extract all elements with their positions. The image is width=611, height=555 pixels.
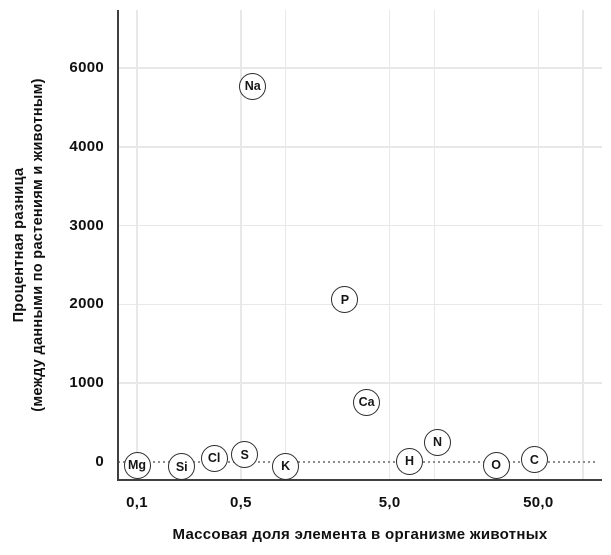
gridline-vertical (284, 10, 287, 479)
x-tick-label: 0,5 (230, 494, 252, 511)
y-tick-label: 6000 (69, 59, 104, 76)
data-point-p: P (331, 286, 359, 314)
data-point-s: S (231, 441, 259, 469)
data-point-ca: Ca (353, 388, 381, 416)
y-tick-label: 3000 (69, 216, 104, 234)
data-point-si: Si (168, 453, 196, 481)
element-label: Ca (358, 395, 375, 410)
gridline-horizontal (118, 67, 602, 69)
y-axis-title-line2: (между данными по растениям и животным) (30, 78, 46, 412)
y-tick-label: 0 (95, 453, 104, 470)
gridline-vertical (582, 10, 584, 479)
x-axis-line (116, 478, 602, 481)
gridline-vertical (136, 10, 138, 479)
x-tick-label: 0,1 (126, 494, 148, 511)
gridline-vertical (240, 10, 242, 479)
data-point-cl: Cl (200, 444, 228, 472)
gridline-horizontal (118, 382, 602, 384)
y-axis-title-line1: Процентная разница (11, 167, 27, 323)
y-tick-label: 4000 (69, 137, 104, 155)
data-point-h: H (395, 447, 423, 475)
data-point-na: Na (239, 72, 267, 100)
element-label: H (404, 454, 414, 469)
x-tick-label: 50,0 (523, 494, 554, 511)
element-label: Na (244, 79, 261, 94)
element-label: C (529, 452, 539, 467)
element-label: P (340, 292, 350, 307)
x-axis-title: Массовая доля элемента в организме живот… (172, 526, 548, 543)
data-point-o: O (482, 451, 510, 479)
y-tick-label: 1000 (69, 374, 104, 392)
y-tick-label: 2000 (69, 295, 104, 313)
element-label: Mg (127, 458, 147, 473)
data-point-k: K (272, 452, 300, 480)
gridline-horizontal (118, 146, 602, 148)
element-label: Si (175, 459, 188, 474)
element-label: N (433, 435, 443, 450)
element-label: O (491, 458, 501, 473)
element-label: K (281, 459, 291, 474)
data-point-c: C (520, 446, 548, 474)
data-point-n: N (424, 428, 452, 456)
element-label: Cl (207, 451, 221, 466)
element-label: S (240, 447, 249, 462)
gridline-vertical (433, 10, 436, 479)
gridline-vertical (388, 10, 391, 479)
y-axis-line (116, 10, 119, 480)
gridline-horizontal (118, 303, 602, 306)
gridline-horizontal (118, 224, 602, 227)
gridline-vertical (537, 10, 540, 479)
data-point-mg: Mg (123, 451, 151, 479)
zero-reference-line (118, 461, 595, 463)
x-tick-label: 5,0 (378, 494, 401, 511)
